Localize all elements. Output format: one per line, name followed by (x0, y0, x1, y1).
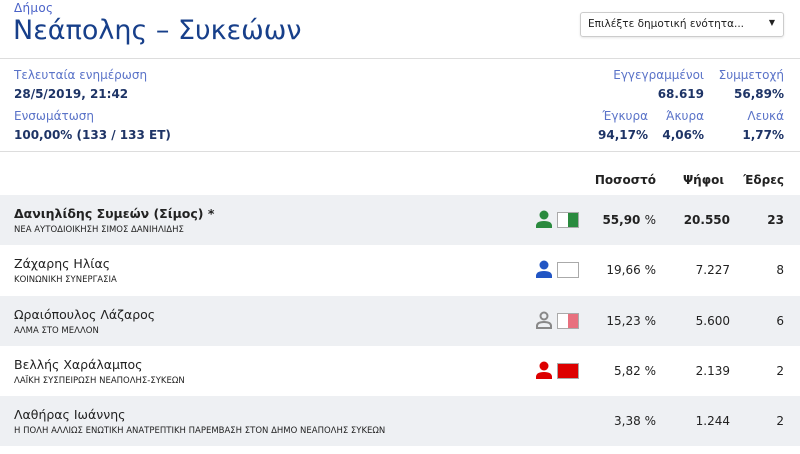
party-name: ΛΑΪΚΗ ΣΥΣΠΕΙΡΩΣΗ ΝΕΑΠΟΛΗΣ-ΣΥΚΕΩΝ (14, 376, 185, 386)
vote-count: 7.227 (695, 263, 730, 277)
party-flag-icon (557, 363, 579, 379)
last-update-value: 28/5/2019, 21:42 (14, 87, 129, 101)
party-flag-icon (557, 313, 579, 329)
seat-count: 8 (776, 263, 784, 277)
person-icon (536, 260, 552, 278)
turnout-label: Συμμετοχή (718, 68, 784, 82)
party-flag-icon (557, 262, 579, 278)
registered-value: 68.619 (657, 87, 704, 101)
last-update-label: Τελευταία ενημέρωση (14, 68, 148, 82)
caret-down-icon: ▼ (768, 18, 775, 27)
valid-label: Έγκυρα (602, 109, 648, 123)
person-icon (536, 210, 552, 228)
turnout-value: 56,89% (734, 87, 784, 101)
vote-percentage: 3,38 % (614, 414, 656, 428)
candidate-name: Ωραιόπουλος Λάζαρος (14, 307, 156, 322)
invalid-value: 4,06% (662, 128, 704, 142)
party-name: ΑΛΜΑ ΣΤΟ ΜΕΛΛΟΝ (14, 326, 99, 336)
party-name: ΝΕΑ ΑΥΤΟΔΙΟΙΚΗΣΗ ΣΙΜΟΣ ΔΑΝΙΗΛΙΔΗΣ (14, 225, 184, 235)
person-icon (536, 361, 552, 379)
blank-label: Λευκά (747, 109, 784, 123)
municipality-kicker: Δήμος (14, 1, 54, 15)
party-flag-icon (557, 212, 579, 228)
col-header-seats: Έδρες (743, 173, 784, 187)
registered-label: Εγγεγραμμένοι (613, 68, 704, 82)
vote-count: 5.600 (695, 314, 730, 328)
blank-value: 1,77% (742, 128, 784, 142)
vote-percentage: 5,82 % (614, 364, 656, 378)
invalid-label: Άκυρα (666, 109, 704, 123)
seat-count: 2 (776, 414, 784, 428)
candidate-row[interactable]: Ωραιόπουλος Λάζαρος ΑΛΜΑ ΣΤΟ ΜΕΛΛΟΝ 15,2… (0, 296, 800, 346)
candidate-name: Ζάχαρης Ηλίας (14, 256, 111, 271)
col-header-votes: Ψήφοι (682, 173, 724, 187)
select-placeholder: Επιλέξτε δημοτική ενότητα... (588, 18, 745, 30)
candidate-name: Δανιηλίδης Συμεών (Σίμος) * (14, 206, 215, 221)
integration-label: Ενσωμάτωση (14, 109, 94, 123)
party-name: ΚΟΙΝΩΝΙΚΗ ΣΥΝΕΡΓΑΣΙΑ (14, 275, 117, 285)
valid-value: 94,17% (598, 128, 648, 142)
vote-percentage: 15,23 % (606, 314, 656, 328)
candidate-name: Βελλής Χαράλαμπος (14, 357, 143, 372)
divider (0, 58, 800, 59)
party-name: Η ΠΟΛΗ ΑΛΛΙΩΣ ΕΝΩΤΙΚΗ ΑΝΑΤΡΕΠΤΙΚΗ ΠΑΡΕΜΒ… (14, 426, 386, 436)
candidate-row[interactable]: Δανιηλίδης Συμεών (Σίμος) * ΝΕΑ ΑΥΤΟΔΙΟΙ… (0, 195, 800, 245)
candidate-name: Λαθήρας Ιωάννης (14, 407, 126, 422)
candidate-row[interactable]: Βελλής Χαράλαμπος ΛΑΪΚΗ ΣΥΣΠΕΙΡΩΣΗ ΝΕΑΠΟ… (0, 346, 800, 396)
integration-value: 100,00% (133 / 133 ΕΤ) (14, 128, 171, 142)
candidate-row[interactable]: Λαθήρας Ιωάννης Η ΠΟΛΗ ΑΛΛΙΩΣ ΕΝΩΤΙΚΗ ΑΝ… (0, 396, 800, 446)
vote-count: 2.139 (695, 364, 730, 378)
page-title: Νεάπολης – Συκεώων (13, 15, 302, 46)
candidate-row[interactable]: Ζάχαρης Ηλίας ΚΟΙΝΩΝΙΚΗ ΣΥΝΕΡΓΑΣΙΑ 19,66… (0, 245, 800, 295)
vote-percentage: 19,66 % (606, 263, 656, 277)
person-icon (536, 311, 552, 329)
vote-count: 20.550 (683, 213, 730, 227)
seat-count: 23 (767, 213, 784, 227)
divider (0, 151, 800, 152)
seat-count: 6 (776, 314, 784, 328)
vote-percentage: 55,90 % (602, 213, 656, 227)
municipal-unit-select[interactable]: Επιλέξτε δημοτική ενότητα... ▼ (580, 12, 784, 37)
col-header-pct: Ποσοστό (594, 173, 656, 187)
vote-count: 1.244 (695, 414, 730, 428)
seat-count: 2 (776, 364, 784, 378)
